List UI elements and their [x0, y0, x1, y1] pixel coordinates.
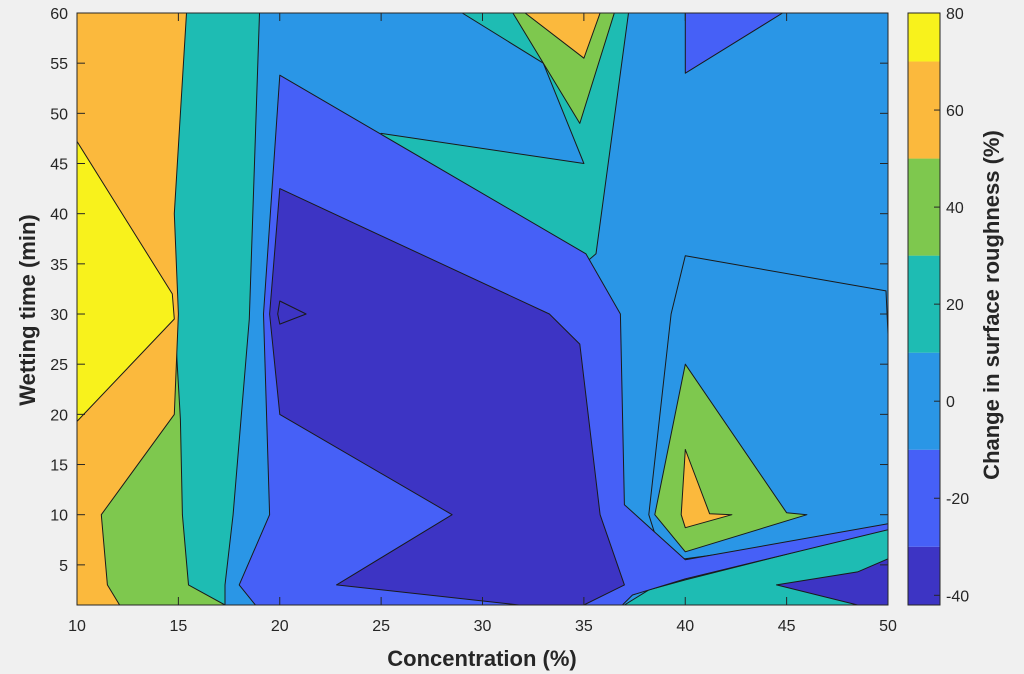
colorbar-band [908, 546, 940, 605]
y-tick-label: 50 [50, 106, 68, 123]
x-tick-label: 50 [879, 618, 897, 635]
y-tick-label: 35 [50, 257, 68, 274]
y-tick-label: 30 [50, 307, 68, 324]
contour-regions [77, 13, 888, 605]
contour-region-minus-40-to-minus-30 [269, 188, 625, 605]
colorbar-tick-label: 20 [946, 297, 964, 314]
y-tick-label: 40 [50, 207, 68, 224]
x-tick-label: 35 [575, 618, 593, 635]
contour-region-50-to-70 [524, 13, 601, 59]
y-tick-label: 10 [50, 508, 68, 525]
plot-area [77, 13, 888, 605]
contour-region-minus-40-to-minus-30 [277, 300, 307, 325]
y-tick-label: 5 [59, 558, 68, 575]
y-tick-label: 55 [50, 56, 68, 73]
colorbar-tick-label: -20 [946, 491, 969, 508]
x-tick-label: 10 [68, 618, 86, 635]
y-tick-label: 25 [50, 357, 68, 374]
colorbar-tick-label: 40 [946, 200, 964, 217]
x-tick-label: 25 [372, 618, 390, 635]
colorbar: -40 -20 0 20 40 60 80 [907, 6, 969, 606]
x-tick-label: 20 [271, 618, 289, 635]
colorbar-label: Change in surface roughness (%) [979, 130, 1004, 480]
y-tick-label: 45 [50, 157, 68, 174]
colorbar-tick-label: -40 [946, 588, 969, 605]
x-axis-label: Concentration (%) [387, 646, 576, 671]
colorbar-tick-label: 80 [946, 6, 964, 23]
y-tick-label: 20 [50, 407, 68, 424]
contour-region-minus-30-to-minus-10 [684, 13, 784, 74]
contour-region-minus-40-to-minus-30 [776, 558, 888, 605]
colorbar-band [908, 13, 940, 62]
contour-region-above-70 [77, 140, 175, 422]
x-tick-label: 45 [778, 618, 796, 635]
colorbar-tick-label: 60 [946, 103, 964, 120]
x-tick-label: 30 [474, 618, 492, 635]
x-tick-label: 40 [676, 618, 694, 635]
y-axis-label: Wetting time (min) [15, 214, 40, 405]
colorbar-frame [907, 12, 941, 606]
axes: 10 15 20 25 30 35 40 45 50 5 10 15 20 25 30 35 40 45 50 55 6… [50, 6, 897, 635]
contour-region-50-to-70 [680, 449, 733, 529]
colorbar-tick-label: 0 [946, 394, 955, 411]
x-tick-label: 15 [169, 618, 187, 635]
y-tick-label: 15 [50, 458, 68, 475]
y-tick-label: 60 [50, 6, 68, 23]
